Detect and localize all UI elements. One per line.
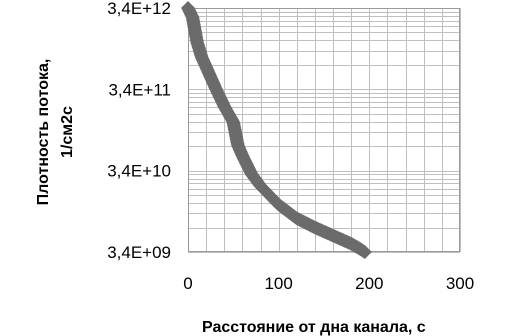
y-tick-label: 3,4E+11 (108, 80, 171, 99)
x-tick-label: 300 (446, 274, 474, 293)
grid (188, 8, 461, 253)
series (181, 1, 372, 259)
x-tick-label: 100 (264, 274, 292, 293)
y-tick-label: 3,4E+09 (107, 243, 171, 262)
y-tick-label: 3,4E+12 (107, 0, 171, 18)
x-axis-ticks: 0 100 200 300 (183, 274, 474, 293)
x-tick-label: 0 (183, 274, 192, 293)
y-tick-label: 3,4E+10 (107, 162, 171, 181)
y-axis-title-line-2: 1/см2с (59, 106, 76, 158)
plot-area-frame (188, 8, 460, 252)
x-axis-title: Расстояние от дна канала, с (202, 319, 426, 336)
y-axis-title-line-1: Плотность потока, (35, 59, 52, 206)
y-axis-ticks: 3,4E+09 3,4E+10 3,4E+11 3,4E+12 (107, 0, 171, 262)
x-tick-label: 200 (355, 274, 383, 293)
data-point-marker (357, 245, 372, 259)
